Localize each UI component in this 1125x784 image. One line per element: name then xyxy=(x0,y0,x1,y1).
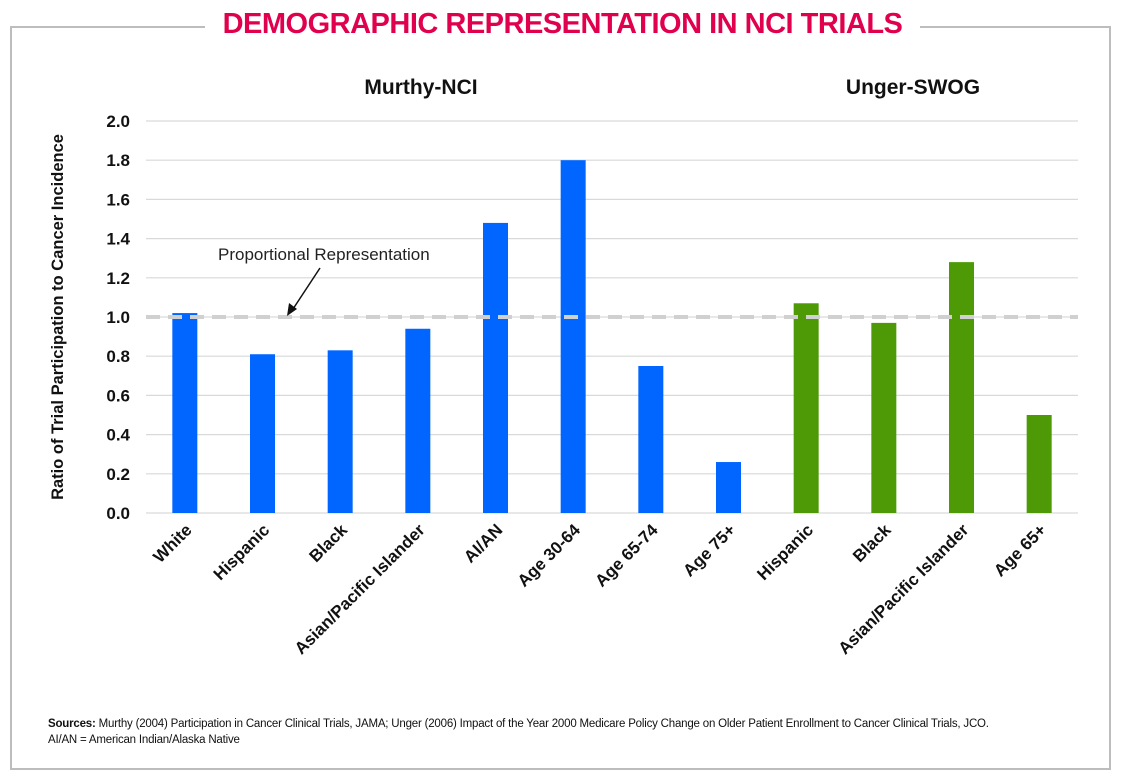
x-tick-label: AI/AN xyxy=(460,520,506,566)
reference-line-label: Proportional Representation xyxy=(218,245,430,264)
y-tick-label: 0.6 xyxy=(106,386,130,405)
y-tick-label: 0.8 xyxy=(106,347,130,366)
x-tick-label: Age 75+ xyxy=(679,520,739,580)
x-tick-label: White xyxy=(150,520,196,566)
x-tick-label: Hispanic xyxy=(753,520,817,584)
sources-label: Sources: xyxy=(48,718,96,730)
y-tick-label: 1.2 xyxy=(106,269,130,288)
bar xyxy=(638,366,664,513)
y-tick-label: 1.0 xyxy=(106,308,130,327)
y-tick-label: 1.6 xyxy=(106,190,130,209)
y-tick-label: 0.0 xyxy=(106,504,130,523)
x-tick-label: Age 65-74 xyxy=(591,520,662,591)
bar xyxy=(871,322,897,513)
bar xyxy=(560,160,586,513)
bar xyxy=(483,222,508,514)
y-tick-label: 2.0 xyxy=(106,112,130,131)
bar xyxy=(172,313,198,513)
bar xyxy=(1026,415,1052,513)
sources-line: Sources: Murthy (2004) Participation in … xyxy=(48,716,1098,732)
y-tick-label: 0.2 xyxy=(106,465,130,484)
bar xyxy=(327,350,353,513)
x-tick-label: Black xyxy=(305,520,351,566)
bar xyxy=(405,328,431,513)
x-tick-label: Black xyxy=(849,520,895,566)
abbreviation-note: AI/AN = American Indian/Alaska Native xyxy=(48,734,240,746)
sources-note: Sources: Murthy (2004) Participation in … xyxy=(48,716,1098,748)
reference-arrow-head xyxy=(287,303,297,316)
sources-text: Murthy (2004) Participation in Cancer Cl… xyxy=(98,718,989,730)
y-axis-label: Ratio of Trial Participation to Cancer I… xyxy=(49,134,67,500)
bar xyxy=(949,262,974,513)
y-tick-label: 1.8 xyxy=(106,151,130,170)
x-tick-label: Asian/Pacific Islander xyxy=(291,520,429,658)
title-container: DEMOGRAPHIC REPRESENTATION IN NCI TRIALS xyxy=(0,4,1125,44)
bar xyxy=(716,462,741,513)
chart-title: DEMOGRAPHIC REPRESENTATION IN NCI TRIALS xyxy=(204,4,921,44)
group-header: Murthy-NCI xyxy=(364,76,477,99)
x-tick-label: Age 65+ xyxy=(990,520,1050,580)
reference-arrow-shaft xyxy=(292,267,321,310)
x-tick-label: Age 30-64 xyxy=(514,520,585,591)
bar xyxy=(793,303,819,513)
y-tick-label: 0.4 xyxy=(106,426,130,445)
x-tick-label: Asian/Pacific Islander xyxy=(835,520,973,658)
bar xyxy=(250,354,275,513)
group-header: Unger-SWOG xyxy=(846,76,980,99)
x-tick-label: Hispanic xyxy=(210,520,274,584)
y-tick-label: 1.4 xyxy=(106,230,130,249)
